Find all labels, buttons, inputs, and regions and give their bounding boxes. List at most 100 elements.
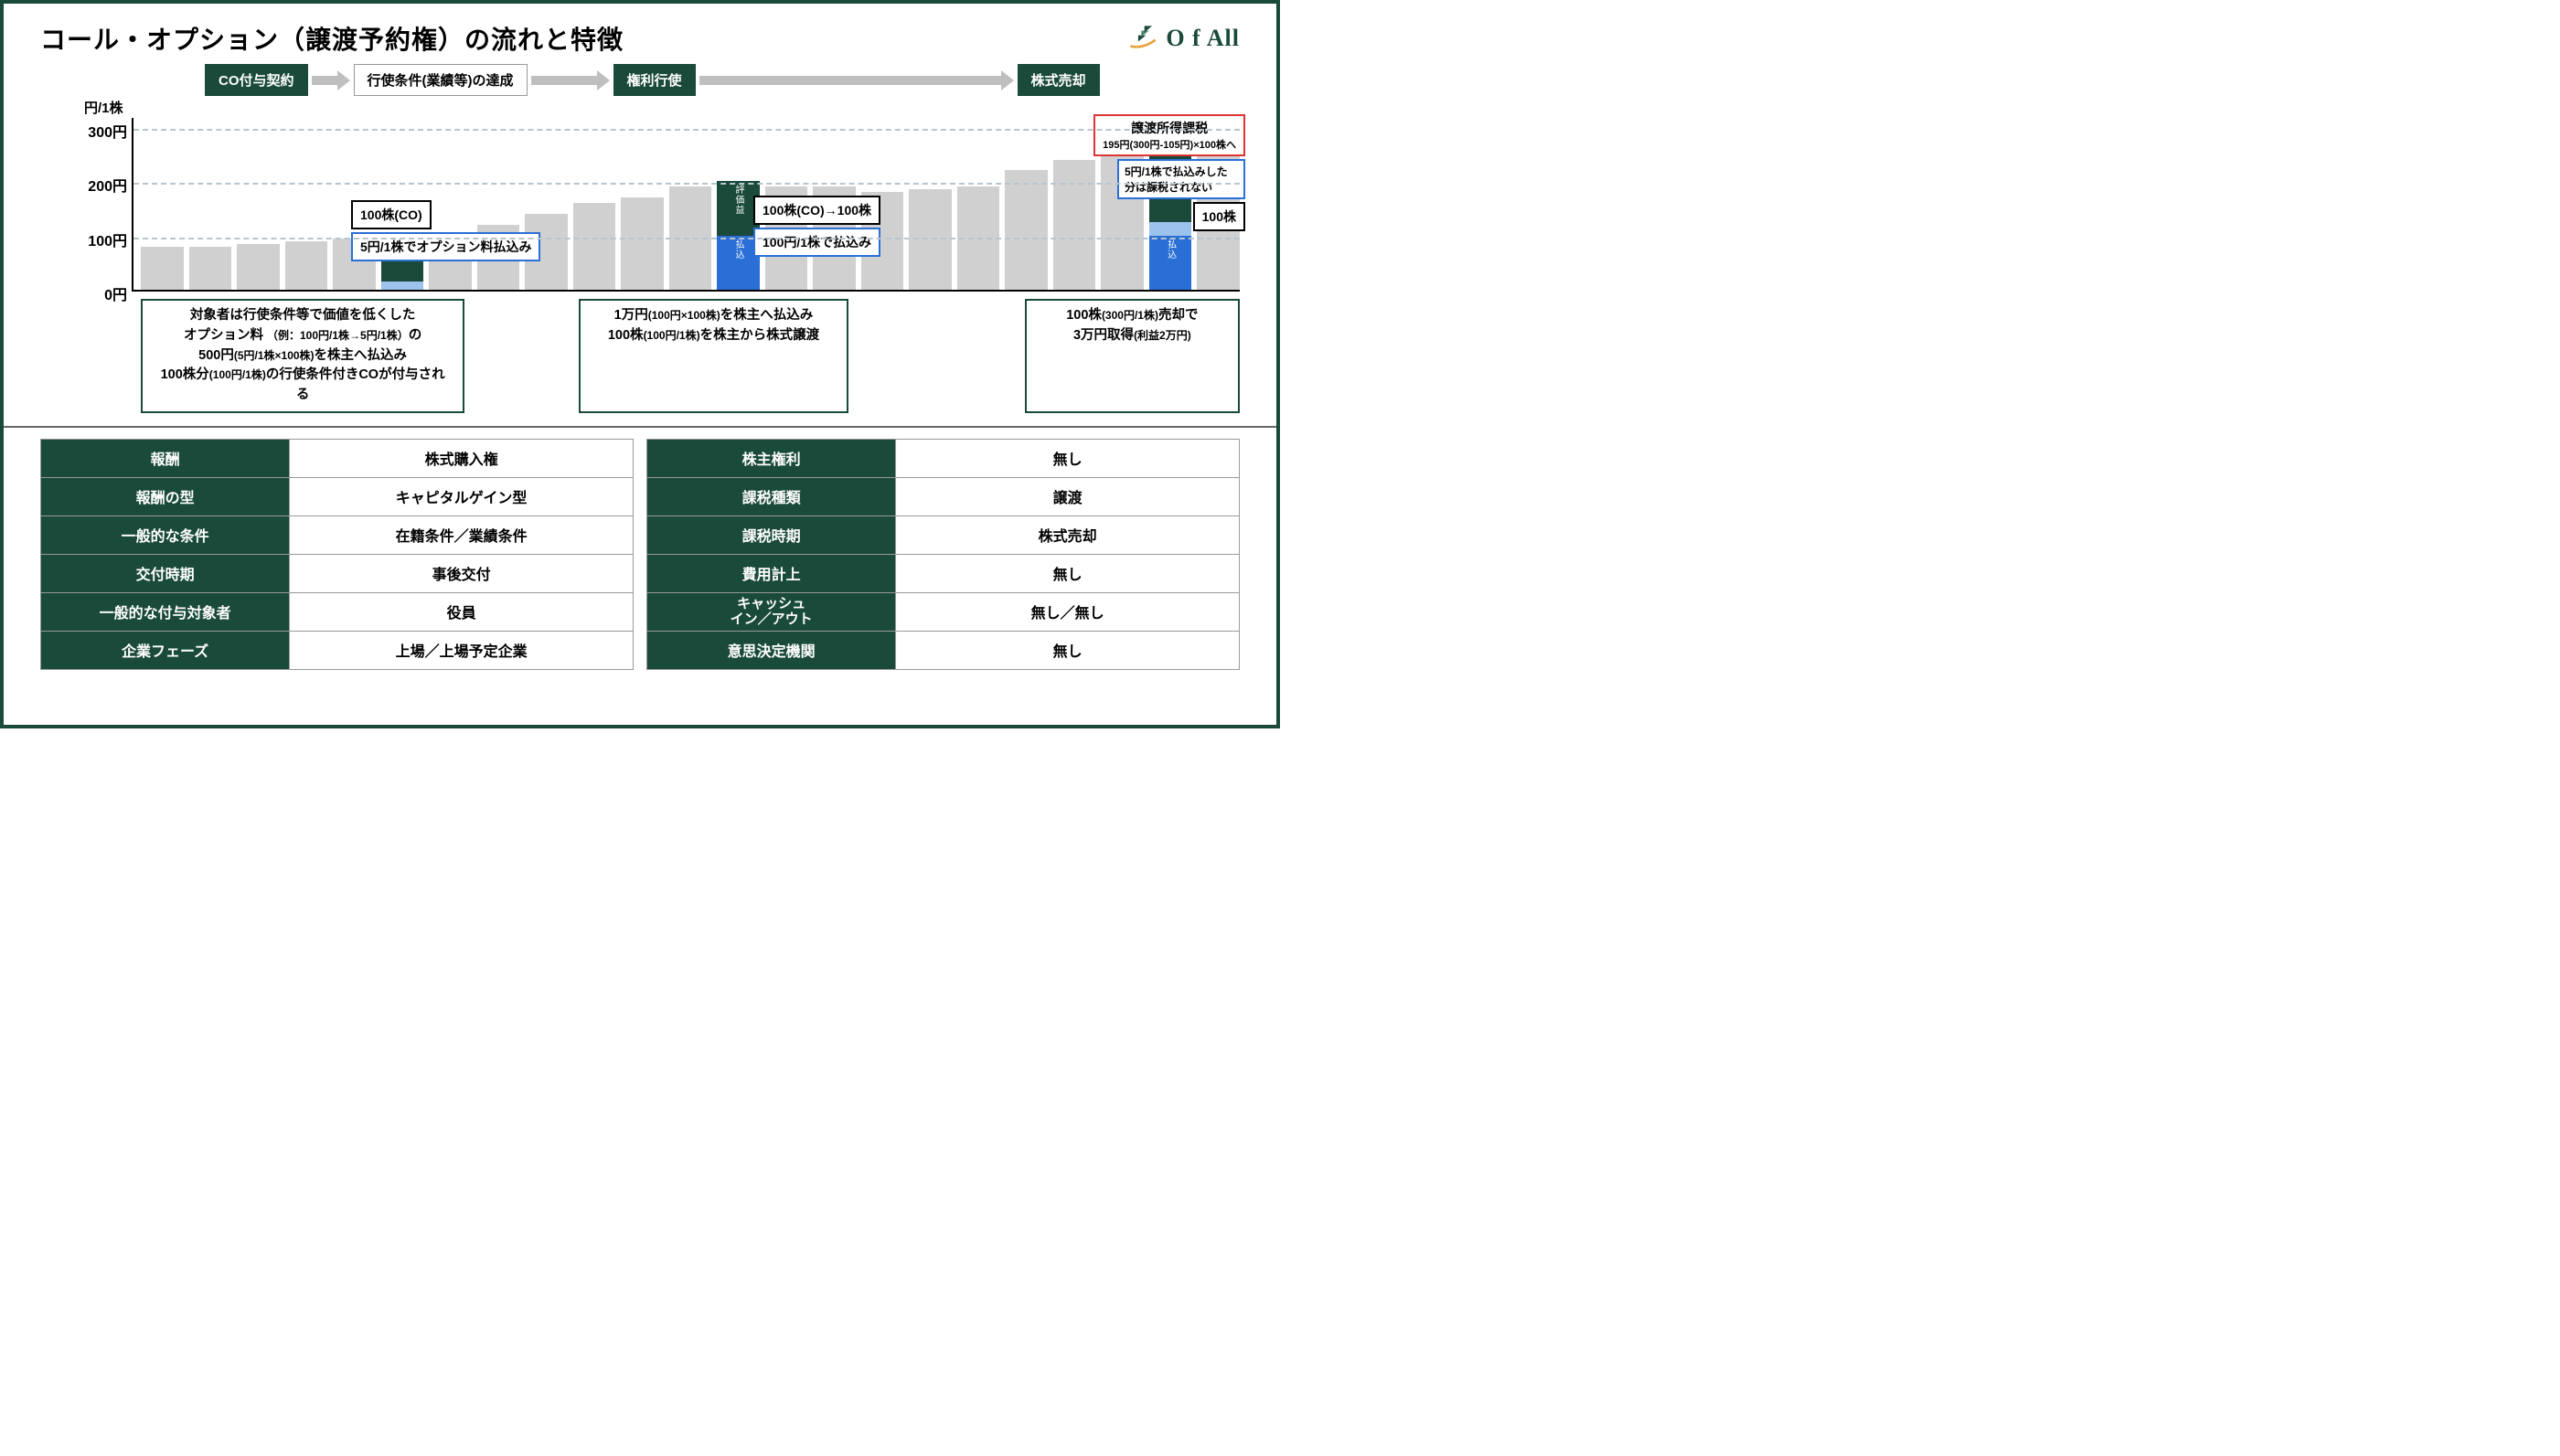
y-tick-label: 300円 <box>68 120 127 142</box>
table-row: 交付時期事後交付 <box>41 554 634 592</box>
y-tick-label: 100円 <box>68 228 127 250</box>
flow-arrow-icon <box>699 72 1014 89</box>
feature-label: 報酬 <box>41 439 290 477</box>
bar-grey <box>1053 160 1096 291</box>
note-box: 対象者は行使条件等で価値を低くしたオプション料 （例：100円/1株→5円/1株… <box>141 299 464 413</box>
feature-value: 無し <box>896 439 1240 477</box>
slide-page: コール・オプション（譲渡予約権）の流れと特徴 O f All CO付与契約 行使条… <box>0 0 1280 728</box>
logo-text: O f All <box>1166 25 1240 52</box>
bar-grey <box>237 244 280 290</box>
bar-segment: 払込 <box>1149 236 1192 290</box>
bar-slot <box>285 116 328 290</box>
bar-grey <box>621 197 664 290</box>
y-tick-label: 200円 <box>68 174 127 196</box>
flow-badge: CO付与契約 <box>205 64 308 96</box>
bar-segment <box>381 282 424 290</box>
table-row: 報酬株式購入権 <box>41 439 634 477</box>
bar-slot <box>669 116 712 290</box>
y-axis-line <box>132 118 133 292</box>
table-row: 課税時期株式売却 <box>647 515 1240 554</box>
bar-slot <box>573 116 616 290</box>
page-title: コール・オプション（譲渡予約権）の流れと特徴 <box>40 20 624 57</box>
bar-slot <box>1005 116 1048 290</box>
feature-label: 課税種類 <box>647 477 896 515</box>
note-box: 1万円(100円×100株)を株主へ払込み100株(100円/1株)を株主から株… <box>579 299 848 413</box>
bar-slot <box>189 116 232 290</box>
table-row: 意思決定機関無し <box>647 631 1240 669</box>
bar-slot <box>429 116 472 290</box>
bar-slot <box>957 116 1000 290</box>
bar-grey <box>1005 170 1048 290</box>
feature-label: 報酬の型 <box>41 477 290 515</box>
table-row: 報酬の型キャピタルゲイン型 <box>41 477 634 515</box>
feature-value: キャピタルゲイン型 <box>290 477 634 515</box>
bar-slot <box>1053 116 1096 290</box>
feature-label: 費用計上 <box>647 554 896 592</box>
separator-line <box>4 426 1276 428</box>
feature-value: 譲渡 <box>896 477 1240 515</box>
feature-value: 株式購入権 <box>290 439 634 477</box>
feature-label: キャッシュイン／アウト <box>647 592 896 631</box>
feature-value: 役員 <box>290 592 634 631</box>
bar-segment-label: 払込 <box>1164 239 1178 260</box>
feature-value: 無し／無し <box>896 592 1240 631</box>
table-row: 費用計上無し <box>647 554 1240 592</box>
feature-value: 在籍条件／業績条件 <box>290 515 634 554</box>
bar-grey <box>141 247 184 291</box>
callout-tax-red: 譲渡所得課税 195円(300円-105円)×100株へ <box>1093 114 1245 156</box>
callout-100-co: 100株(CO) <box>351 200 432 229</box>
feature-label: 課税時期 <box>647 515 896 554</box>
notes-row: 対象者は行使条件等で価値を低くしたオプション料 （例：100円/1株→5円/1株… <box>141 299 1240 413</box>
feature-table-left: 報酬株式購入権報酬の型キャピタルゲイン型一般的な条件在籍条件／業績条件交付時期事… <box>40 439 634 670</box>
bar-segment-label: 払込 <box>731 239 745 260</box>
feature-value: 事後交付 <box>290 554 634 592</box>
chart-area: 円/1株 評価益払込利益払込 100株(CO) 5円/1株でオプション料払込み … <box>40 100 1240 292</box>
feature-label: 株主権利 <box>647 439 896 477</box>
gridline <box>133 129 1240 131</box>
flow-badges-row: CO付与契約 行使条件(業績等)の達成 権利行使 株式売却 <box>205 64 1240 96</box>
feature-label: 企業フェーズ <box>41 631 290 669</box>
feature-value: 無し <box>896 631 1240 669</box>
bar-slot <box>909 116 952 290</box>
table-row: 課税種類譲渡 <box>647 477 1240 515</box>
bar-slot <box>525 116 568 290</box>
bar-slot <box>621 116 664 290</box>
feature-label: 交付時期 <box>41 554 290 592</box>
bar-grey <box>573 203 616 290</box>
bar-grey <box>189 247 232 291</box>
table-row: 株主権利無し <box>647 439 1240 477</box>
y-tick-label: 0円 <box>68 282 127 304</box>
feature-label: 意思決定機関 <box>647 631 896 669</box>
table-row: 一般的な付与対象者役員 <box>41 592 634 631</box>
table-row: キャッシュイン／アウト無し／無し <box>647 592 1240 631</box>
table-row: 企業フェーズ上場／上場予定企業 <box>41 631 634 669</box>
feature-table-right: 株主権利無し課税種類譲渡課税時期株式売却費用計上無しキャッシュイン／アウト無し／… <box>646 439 1240 670</box>
feature-tables: 報酬株式購入権報酬の型キャピタルゲイン型一般的な条件在籍条件／業績条件交付時期事… <box>40 439 1240 670</box>
flow-arrow-icon <box>531 72 610 89</box>
flow-badge: 株式売却 <box>1018 64 1100 96</box>
callout-100shares: 100株 <box>1193 202 1245 231</box>
note-box: 100株(300円/1株)売却で3万円取得(利益2万円) <box>1025 299 1240 413</box>
leaf-swoosh-icon <box>1127 23 1158 54</box>
bar-grey <box>909 189 952 290</box>
y-axis-unit: 円/1株 <box>84 98 123 117</box>
bar-slot <box>141 116 184 290</box>
flow-badge: 権利行使 <box>613 64 696 96</box>
flow-arrow-icon <box>312 72 350 89</box>
callout-no-tax-option-fee: 5円/1株で払込みした分は課税されない <box>1117 159 1245 199</box>
bar-slot <box>477 116 520 290</box>
flow-badge: 行使条件(業績等)の達成 <box>354 64 528 96</box>
bar-segment <box>1149 222 1192 236</box>
gridline <box>133 238 1240 239</box>
bar-grey <box>285 241 328 290</box>
feature-value: 株式売却 <box>896 515 1240 554</box>
bar-segment-label: 評価益 <box>731 185 745 215</box>
callout-100yen-pay: 100円/1株で払込み <box>753 228 880 257</box>
table-row: 一般的な条件在籍条件／業績条件 <box>41 515 634 554</box>
gridline <box>133 183 1240 185</box>
feature-value: 上場／上場予定企業 <box>290 631 634 669</box>
feature-label: 一般的な条件 <box>41 515 290 554</box>
callout-tax-sub: 195円(300円-105円)×100株へ <box>1103 137 1236 152</box>
x-axis-line <box>132 290 1240 292</box>
callout-100co-to-100: 100株(CO)→100株 <box>753 196 880 225</box>
